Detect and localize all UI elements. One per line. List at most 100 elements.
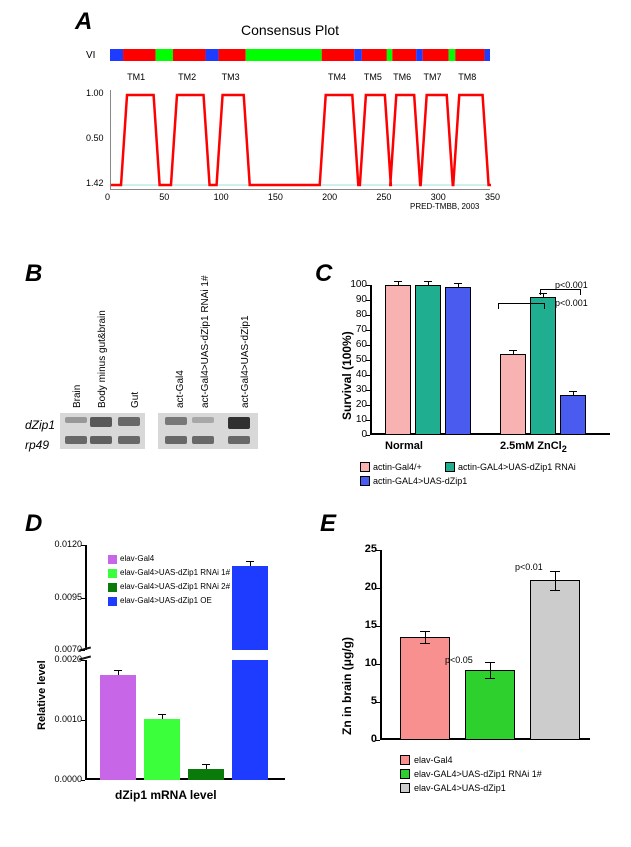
error-cap xyxy=(394,281,402,282)
c-ytick-mark xyxy=(366,330,370,331)
c-bracket-2-l xyxy=(540,289,541,295)
e-ytick: 5 xyxy=(355,695,377,707)
c-ytick: 30 xyxy=(345,384,367,395)
e-pval-2: p<0.01 xyxy=(515,562,543,572)
c-bar xyxy=(530,297,556,435)
legend-box xyxy=(360,476,370,486)
consensus-bar-container xyxy=(110,48,490,60)
panel-e-ylabel: Zn in brain (μg/g) xyxy=(340,637,354,735)
e-bar xyxy=(465,670,515,740)
c-ytick: 70 xyxy=(345,324,367,335)
tick xyxy=(376,740,380,741)
c-ytick-mark xyxy=(366,390,370,391)
legend-text: actin-GAL4>UAS-dZip1 xyxy=(373,476,467,486)
gel-band xyxy=(165,436,187,444)
d-ytick: 0.0095 xyxy=(42,592,82,602)
gel-band xyxy=(65,417,87,423)
lane-label: act-Gal4>UAS-dZip1 xyxy=(240,315,251,408)
legend-text: elav-Gal4 xyxy=(414,755,453,765)
legend-text: elav-GAL4>UAS-dZip1 xyxy=(414,783,506,793)
lane-label: Gut xyxy=(130,392,141,408)
c-ytick-mark xyxy=(366,405,370,406)
a-xtick: 50 xyxy=(159,192,169,202)
legend-text: actin-GAL4>UAS-dZip1 RNAi xyxy=(458,462,576,472)
c-bar xyxy=(500,354,526,435)
a-xtick: 300 xyxy=(431,192,446,202)
a-xtick: 250 xyxy=(376,192,391,202)
tm-label: TM4 xyxy=(328,72,346,82)
legend-text: elav-Gal4>UAS-dZip1 OE xyxy=(120,596,212,605)
c-ytick-mark xyxy=(366,435,370,436)
legend-box xyxy=(360,462,370,472)
legend-box xyxy=(108,555,117,564)
panel-c-label: C xyxy=(315,260,332,288)
lane-label: Body minus gut&brain xyxy=(97,310,108,408)
d-bar xyxy=(188,769,224,780)
e-ytick: 0 xyxy=(355,733,377,745)
error-bar xyxy=(425,631,426,643)
c-ytick-mark xyxy=(366,420,370,421)
tm-label: TM2 xyxy=(178,72,196,82)
tick xyxy=(376,550,380,551)
d-bar-lower xyxy=(232,660,268,780)
gel-band xyxy=(192,417,214,423)
error-cap xyxy=(550,590,560,591)
a-ytick-0: 1.00 xyxy=(86,88,104,98)
c-ytick: 0 xyxy=(345,429,367,440)
tick xyxy=(81,780,85,781)
error-cap xyxy=(202,764,210,765)
c-ytick-mark xyxy=(366,285,370,286)
d-bar xyxy=(144,719,180,780)
c-pval-1: p<0.001 xyxy=(555,298,588,308)
error-cap xyxy=(420,643,430,644)
d-bar xyxy=(100,675,136,780)
tick xyxy=(81,545,85,546)
legend-box xyxy=(445,462,455,472)
legend-text: elav-Gal4 xyxy=(120,554,154,563)
c-ytick: 50 xyxy=(345,354,367,365)
error-cap xyxy=(420,631,430,632)
panel-a-label: A xyxy=(75,8,92,36)
gel-band xyxy=(65,436,87,444)
track-label: VI xyxy=(86,50,95,61)
c-x-normal: Normal xyxy=(385,440,423,452)
tick xyxy=(81,598,85,599)
gel-band xyxy=(118,417,140,426)
d-ytick: 0.0010 xyxy=(42,714,82,724)
e-pval-1: p<0.05 xyxy=(445,655,473,665)
a-xtick: 350 xyxy=(485,192,500,202)
c-ytick-mark xyxy=(366,360,370,361)
gel-band xyxy=(90,436,112,444)
panel-a-plot xyxy=(110,90,490,190)
gel-band xyxy=(228,417,250,429)
legend-box xyxy=(108,569,117,578)
c-bar xyxy=(560,395,586,436)
c-x-zncl2: 2.5mM ZnCl2 xyxy=(500,440,567,454)
legend-text: elav-Gal4>UAS-dZip1 RNAi 2# xyxy=(120,582,230,591)
consensus-svg xyxy=(110,49,490,61)
e-bar xyxy=(530,580,580,740)
gel-band xyxy=(192,436,214,444)
error-cap xyxy=(485,678,495,679)
error-cap xyxy=(569,391,577,392)
c-ytick: 100 xyxy=(345,279,367,290)
legend-box xyxy=(108,583,117,592)
tick xyxy=(81,720,85,721)
tick xyxy=(376,626,380,627)
tick xyxy=(81,660,85,661)
lane-label: act-Gal4 xyxy=(175,370,186,408)
a-credit: PRED-TMBB, 2003 xyxy=(410,202,479,211)
tm-label: TM1 xyxy=(127,72,145,82)
c-ytick-mark xyxy=(366,300,370,301)
error-cap xyxy=(485,662,495,663)
legend-text: elav-GAL4>UAS-dZip1 RNAi 1# xyxy=(414,769,542,779)
rp49-label: rp49 xyxy=(25,438,49,452)
c-ytick: 20 xyxy=(345,399,367,410)
gel-band xyxy=(165,417,187,425)
a-xtick: 100 xyxy=(214,192,229,202)
tm-label: TM5 xyxy=(364,72,382,82)
c-pval-2: p<0.001 xyxy=(555,280,588,290)
e-bar xyxy=(400,637,450,740)
a-xtick: 200 xyxy=(322,192,337,202)
c-bracket-1 xyxy=(498,303,544,304)
